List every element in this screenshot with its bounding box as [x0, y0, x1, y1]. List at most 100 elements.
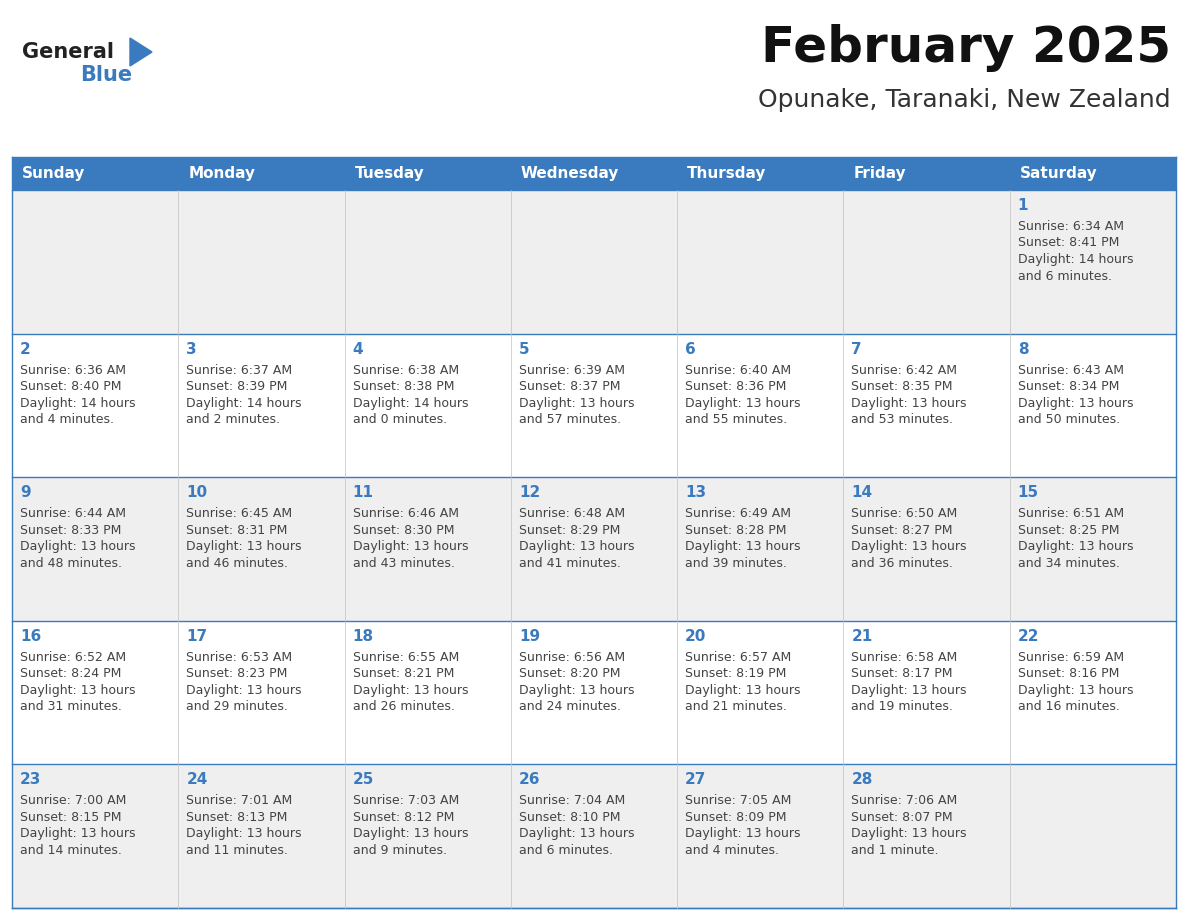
- Text: 20: 20: [685, 629, 707, 644]
- Text: Daylight: 13 hours: Daylight: 13 hours: [353, 540, 468, 554]
- Text: Sunrise: 6:48 AM: Sunrise: 6:48 AM: [519, 508, 625, 521]
- Polygon shape: [129, 38, 152, 66]
- Text: Sunrise: 6:59 AM: Sunrise: 6:59 AM: [1018, 651, 1124, 664]
- Text: and 6 minutes.: and 6 minutes.: [519, 844, 613, 856]
- Text: and 6 minutes.: and 6 minutes.: [1018, 270, 1112, 283]
- Text: 21: 21: [852, 629, 873, 644]
- Text: Sunrise: 6:38 AM: Sunrise: 6:38 AM: [353, 364, 459, 376]
- Text: Daylight: 13 hours: Daylight: 13 hours: [685, 827, 801, 840]
- Text: Tuesday: Tuesday: [354, 166, 424, 181]
- Text: 27: 27: [685, 772, 707, 788]
- Bar: [12, 157, 178, 190]
- Text: Sunset: 8:24 PM: Sunset: 8:24 PM: [20, 667, 121, 680]
- Bar: [843, 157, 1010, 190]
- Text: Sunrise: 7:06 AM: Sunrise: 7:06 AM: [852, 794, 958, 808]
- Text: and 46 minutes.: and 46 minutes.: [187, 556, 289, 570]
- Text: Daylight: 14 hours: Daylight: 14 hours: [20, 397, 135, 409]
- Text: Sunset: 8:17 PM: Sunset: 8:17 PM: [852, 667, 953, 680]
- Bar: [12, 621, 1176, 765]
- Text: Daylight: 13 hours: Daylight: 13 hours: [852, 827, 967, 840]
- Text: Sunrise: 6:57 AM: Sunrise: 6:57 AM: [685, 651, 791, 664]
- Text: Daylight: 13 hours: Daylight: 13 hours: [20, 540, 135, 554]
- Text: Sunset: 8:19 PM: Sunset: 8:19 PM: [685, 667, 786, 680]
- Bar: [1010, 157, 1176, 190]
- Text: and 4 minutes.: and 4 minutes.: [685, 844, 779, 856]
- Text: 16: 16: [20, 629, 42, 644]
- Text: Sunset: 8:21 PM: Sunset: 8:21 PM: [353, 667, 454, 680]
- Text: Sunrise: 7:00 AM: Sunrise: 7:00 AM: [20, 794, 126, 808]
- Text: 6: 6: [685, 341, 696, 356]
- Text: Sunset: 8:36 PM: Sunset: 8:36 PM: [685, 380, 786, 393]
- Text: and 36 minutes.: and 36 minutes.: [852, 556, 953, 570]
- Text: Sunset: 8:28 PM: Sunset: 8:28 PM: [685, 523, 786, 537]
- Text: and 29 minutes.: and 29 minutes.: [187, 700, 289, 713]
- Text: and 41 minutes.: and 41 minutes.: [519, 556, 621, 570]
- Text: Sunrise: 6:43 AM: Sunrise: 6:43 AM: [1018, 364, 1124, 376]
- Text: 24: 24: [187, 772, 208, 788]
- Text: and 0 minutes.: and 0 minutes.: [353, 413, 447, 426]
- Text: Sunset: 8:23 PM: Sunset: 8:23 PM: [187, 667, 287, 680]
- Text: 7: 7: [852, 341, 862, 356]
- Text: and 34 minutes.: and 34 minutes.: [1018, 556, 1119, 570]
- Text: General: General: [23, 42, 114, 62]
- Text: Daylight: 13 hours: Daylight: 13 hours: [519, 397, 634, 409]
- Text: Daylight: 14 hours: Daylight: 14 hours: [1018, 253, 1133, 266]
- Text: Wednesday: Wednesday: [520, 166, 619, 181]
- Text: and 48 minutes.: and 48 minutes.: [20, 556, 122, 570]
- Text: Daylight: 13 hours: Daylight: 13 hours: [187, 540, 302, 554]
- Text: Daylight: 13 hours: Daylight: 13 hours: [519, 684, 634, 697]
- Text: Sunrise: 6:44 AM: Sunrise: 6:44 AM: [20, 508, 126, 521]
- Text: 1: 1: [1018, 198, 1029, 213]
- Text: Daylight: 13 hours: Daylight: 13 hours: [353, 827, 468, 840]
- Text: Opunake, Taranaki, New Zealand: Opunake, Taranaki, New Zealand: [758, 88, 1171, 112]
- Text: and 53 minutes.: and 53 minutes.: [852, 413, 954, 426]
- Text: and 2 minutes.: and 2 minutes.: [187, 413, 280, 426]
- Text: and 39 minutes.: and 39 minutes.: [685, 556, 786, 570]
- Text: Sunday: Sunday: [23, 166, 86, 181]
- Text: Sunset: 8:15 PM: Sunset: 8:15 PM: [20, 811, 121, 823]
- Text: and 50 minutes.: and 50 minutes.: [1018, 413, 1120, 426]
- Text: 15: 15: [1018, 486, 1038, 500]
- Text: Sunrise: 6:58 AM: Sunrise: 6:58 AM: [852, 651, 958, 664]
- Text: Sunset: 8:13 PM: Sunset: 8:13 PM: [187, 811, 287, 823]
- Text: and 19 minutes.: and 19 minutes.: [852, 700, 953, 713]
- Text: Sunset: 8:33 PM: Sunset: 8:33 PM: [20, 523, 121, 537]
- Text: Daylight: 13 hours: Daylight: 13 hours: [685, 684, 801, 697]
- Text: and 21 minutes.: and 21 minutes.: [685, 700, 786, 713]
- Text: Sunrise: 6:42 AM: Sunrise: 6:42 AM: [852, 364, 958, 376]
- Bar: [178, 157, 345, 190]
- Text: Sunrise: 6:53 AM: Sunrise: 6:53 AM: [187, 651, 292, 664]
- Text: February 2025: February 2025: [760, 24, 1171, 72]
- Text: Daylight: 13 hours: Daylight: 13 hours: [519, 827, 634, 840]
- Text: Sunrise: 6:55 AM: Sunrise: 6:55 AM: [353, 651, 459, 664]
- Bar: [12, 190, 1176, 333]
- Text: 12: 12: [519, 486, 541, 500]
- Text: Daylight: 13 hours: Daylight: 13 hours: [1018, 540, 1133, 554]
- Text: Sunset: 8:34 PM: Sunset: 8:34 PM: [1018, 380, 1119, 393]
- Text: Sunset: 8:07 PM: Sunset: 8:07 PM: [852, 811, 953, 823]
- Text: Sunrise: 7:04 AM: Sunrise: 7:04 AM: [519, 794, 625, 808]
- Text: and 16 minutes.: and 16 minutes.: [1018, 700, 1119, 713]
- Text: 14: 14: [852, 486, 872, 500]
- Text: 2: 2: [20, 341, 31, 356]
- Text: Sunrise: 6:52 AM: Sunrise: 6:52 AM: [20, 651, 126, 664]
- Text: and 4 minutes.: and 4 minutes.: [20, 413, 114, 426]
- Bar: [677, 157, 843, 190]
- Text: Blue: Blue: [80, 65, 132, 85]
- Text: Saturday: Saturday: [1019, 166, 1098, 181]
- Bar: [12, 477, 1176, 621]
- Text: Sunset: 8:29 PM: Sunset: 8:29 PM: [519, 523, 620, 537]
- Text: Daylight: 13 hours: Daylight: 13 hours: [1018, 684, 1133, 697]
- Text: Sunset: 8:30 PM: Sunset: 8:30 PM: [353, 523, 454, 537]
- Text: Daylight: 13 hours: Daylight: 13 hours: [685, 540, 801, 554]
- Text: 19: 19: [519, 629, 541, 644]
- Text: Sunset: 8:38 PM: Sunset: 8:38 PM: [353, 380, 454, 393]
- Text: Daylight: 14 hours: Daylight: 14 hours: [353, 397, 468, 409]
- Text: Sunset: 8:40 PM: Sunset: 8:40 PM: [20, 380, 121, 393]
- Text: 11: 11: [353, 486, 373, 500]
- Text: Sunrise: 6:36 AM: Sunrise: 6:36 AM: [20, 364, 126, 376]
- Text: Sunrise: 6:40 AM: Sunrise: 6:40 AM: [685, 364, 791, 376]
- Text: Daylight: 13 hours: Daylight: 13 hours: [187, 684, 302, 697]
- Text: 22: 22: [1018, 629, 1040, 644]
- Text: Daylight: 13 hours: Daylight: 13 hours: [519, 540, 634, 554]
